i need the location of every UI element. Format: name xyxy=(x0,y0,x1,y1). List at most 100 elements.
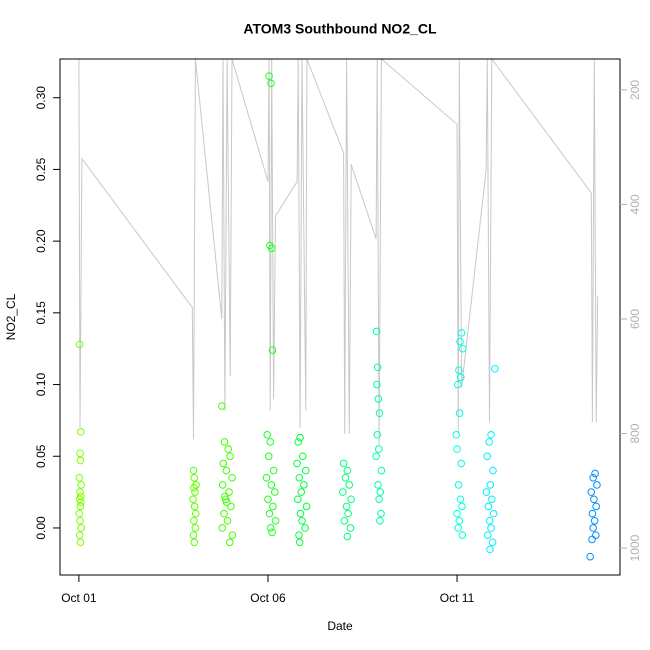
y-tick-label: 0.25 xyxy=(34,157,48,181)
point xyxy=(345,481,354,489)
point xyxy=(298,452,307,461)
point xyxy=(267,481,276,489)
point xyxy=(486,545,494,554)
point xyxy=(226,452,234,461)
point xyxy=(295,473,304,482)
point xyxy=(265,509,274,518)
point xyxy=(588,509,597,518)
y2-tick-label: 800 xyxy=(628,423,642,443)
point xyxy=(76,428,85,436)
chart-title: ATOM3 Southbound NO2_CL xyxy=(243,21,437,37)
point xyxy=(373,380,381,389)
point xyxy=(347,495,355,504)
point xyxy=(262,473,271,482)
point xyxy=(374,481,382,489)
point xyxy=(265,72,273,81)
point xyxy=(458,531,467,539)
point xyxy=(222,498,231,506)
y-tick-label: 0.10 xyxy=(34,373,48,397)
point xyxy=(346,524,355,532)
point xyxy=(295,538,304,547)
y-tick-label: 0.00 xyxy=(34,516,48,540)
point xyxy=(190,538,199,547)
y2-tick-label: 1000 xyxy=(628,534,642,561)
point xyxy=(339,459,348,468)
point xyxy=(190,516,198,525)
point xyxy=(266,524,275,532)
point xyxy=(488,495,496,504)
point xyxy=(271,516,280,525)
point xyxy=(485,516,494,525)
point xyxy=(296,509,305,518)
point xyxy=(591,469,599,478)
point xyxy=(264,452,273,461)
point xyxy=(453,445,461,453)
point xyxy=(341,473,350,482)
point xyxy=(227,502,235,511)
point xyxy=(220,509,228,518)
point xyxy=(189,531,198,539)
point xyxy=(590,516,599,525)
point xyxy=(483,452,492,461)
point xyxy=(455,366,463,375)
point xyxy=(269,502,277,511)
point xyxy=(76,488,84,496)
y-tick-label: 0.05 xyxy=(34,444,48,468)
point xyxy=(218,402,226,410)
point xyxy=(228,531,237,539)
point xyxy=(485,438,493,446)
point xyxy=(225,538,234,547)
point xyxy=(228,473,236,482)
point xyxy=(587,488,596,496)
point xyxy=(373,430,382,439)
point xyxy=(191,488,199,496)
point xyxy=(489,466,497,475)
point xyxy=(75,340,84,349)
point xyxy=(344,509,352,518)
y-tick-label: 0.30 xyxy=(34,86,48,110)
point xyxy=(267,244,276,253)
y-tick-label: 0.20 xyxy=(34,229,48,253)
point xyxy=(482,488,491,496)
point xyxy=(376,488,385,496)
point xyxy=(294,495,302,504)
point xyxy=(220,438,229,446)
point xyxy=(293,459,301,468)
point xyxy=(455,516,464,525)
point xyxy=(457,373,465,382)
point xyxy=(77,481,85,489)
point xyxy=(266,438,275,446)
point xyxy=(375,495,383,504)
x-tick-label: Oct 01 xyxy=(61,591,97,605)
point xyxy=(586,552,594,561)
y2-tick-label: 200 xyxy=(628,80,642,100)
point xyxy=(589,524,597,532)
y-axis-label: NO2_CL xyxy=(4,293,18,340)
point xyxy=(457,459,465,468)
point xyxy=(590,495,598,504)
point xyxy=(342,502,351,511)
point xyxy=(453,509,461,518)
point xyxy=(377,509,385,518)
point xyxy=(592,531,600,539)
point xyxy=(268,528,276,537)
point xyxy=(263,430,272,439)
point xyxy=(457,329,466,337)
point xyxy=(593,481,601,489)
point xyxy=(296,433,304,442)
point xyxy=(375,409,384,418)
point xyxy=(219,459,228,468)
point xyxy=(191,524,200,532)
point xyxy=(189,495,197,504)
point xyxy=(218,524,227,532)
point xyxy=(373,363,382,372)
x-tick-label: Oct 06 xyxy=(250,591,286,605)
point xyxy=(491,364,499,373)
point xyxy=(377,466,386,475)
y2-tick-label: 400 xyxy=(628,194,642,214)
point xyxy=(190,473,199,482)
point xyxy=(454,481,463,489)
point xyxy=(458,344,467,353)
point xyxy=(589,473,597,482)
point xyxy=(224,445,233,453)
